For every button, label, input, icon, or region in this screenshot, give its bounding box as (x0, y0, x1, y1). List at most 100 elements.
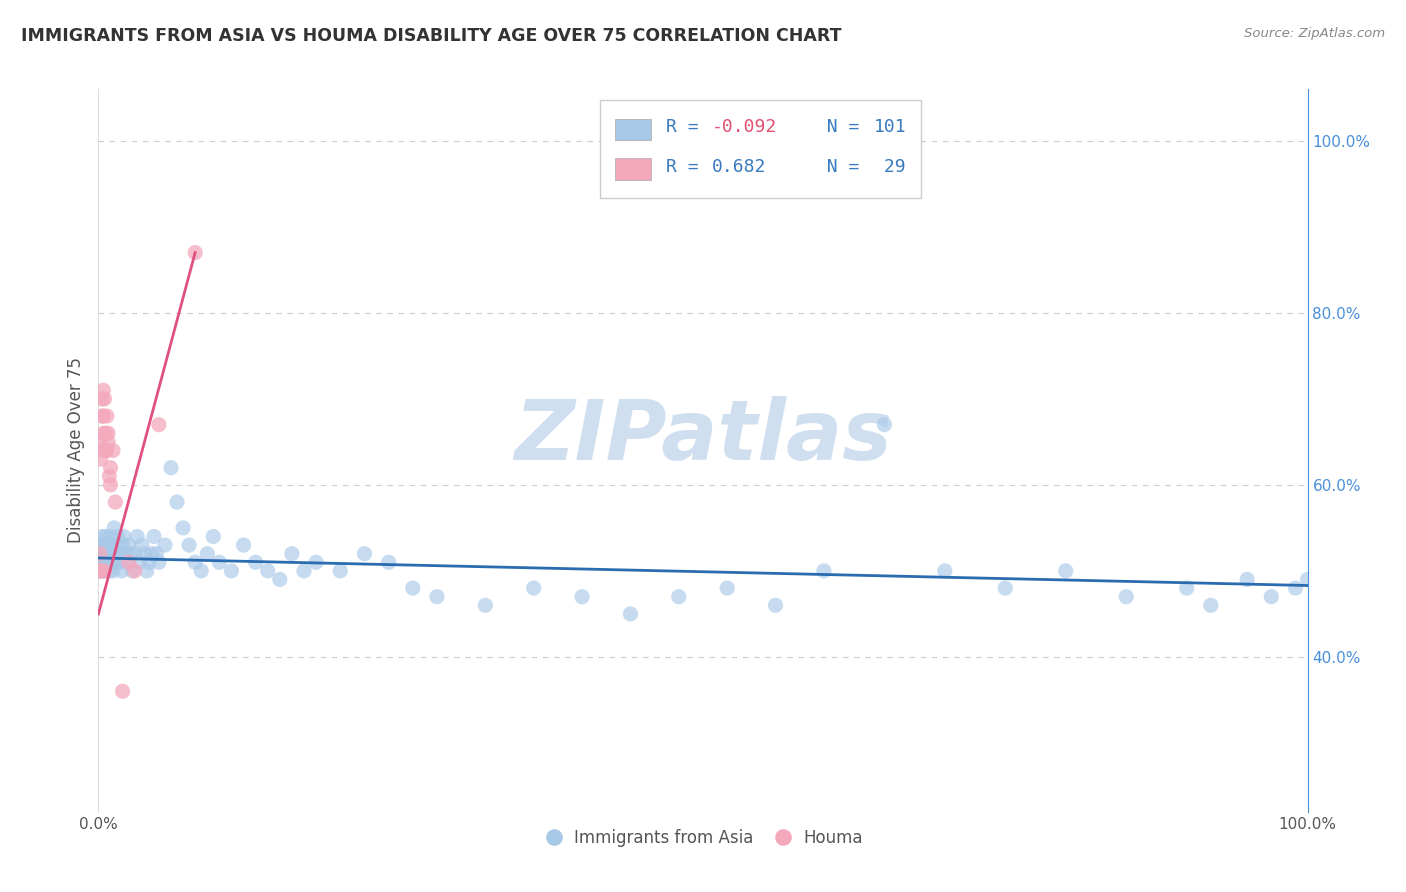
Point (281, 547, 304, 561)
Text: N =: N = (804, 119, 870, 136)
Text: -0.092: -0.092 (711, 119, 776, 136)
Point (94, 443, 117, 458)
Point (305, 555, 328, 569)
FancyBboxPatch shape (614, 119, 651, 141)
Point (97, 434, 120, 449)
Point (93, 555, 115, 569)
Point (108, 555, 131, 569)
Point (100, 547, 122, 561)
Point (89, 547, 111, 561)
Point (292, 564, 315, 578)
Legend: Immigrants from Asia, Houma: Immigrants from Asia, Houma (537, 822, 869, 854)
Point (90, 547, 112, 561)
Point (1260, 590, 1282, 604)
Point (195, 547, 218, 561)
Point (91, 426, 114, 441)
Point (131, 538, 153, 552)
Point (105, 555, 128, 569)
Point (93, 564, 115, 578)
Point (91, 564, 114, 578)
Point (96, 443, 118, 458)
Point (190, 564, 212, 578)
Point (90, 538, 112, 552)
Point (1284, 581, 1306, 595)
Point (1296, 573, 1319, 587)
Point (91, 538, 114, 552)
Point (96, 547, 118, 561)
Point (256, 564, 278, 578)
Point (96, 409, 118, 423)
Point (232, 538, 254, 552)
Point (202, 529, 225, 543)
Point (124, 547, 146, 561)
Point (94, 529, 117, 543)
Point (91, 409, 114, 423)
Point (94, 547, 117, 561)
Point (91, 443, 114, 458)
Point (100, 538, 122, 552)
Text: Source: ZipAtlas.com: Source: ZipAtlas.com (1244, 27, 1385, 40)
Point (619, 607, 641, 621)
Point (94, 426, 117, 441)
Point (1054, 564, 1077, 578)
Point (184, 555, 207, 569)
Point (221, 564, 243, 578)
Point (138, 555, 160, 569)
Point (873, 417, 896, 432)
Point (100, 555, 122, 569)
Point (128, 555, 150, 569)
Point (89, 564, 111, 578)
FancyBboxPatch shape (600, 100, 921, 198)
Text: N =: N = (804, 158, 870, 176)
Text: R =: R = (665, 119, 709, 136)
Point (377, 555, 399, 569)
Point (104, 547, 127, 561)
Point (117, 555, 139, 569)
Point (101, 564, 124, 578)
Point (100, 478, 122, 492)
Point (93, 564, 115, 578)
Point (994, 581, 1017, 595)
Point (104, 495, 127, 509)
Point (329, 564, 352, 578)
Point (134, 547, 156, 561)
Point (91, 547, 114, 561)
Point (93, 392, 115, 406)
Point (118, 555, 141, 569)
Point (91, 538, 114, 552)
Point (97, 426, 120, 441)
Point (94, 538, 117, 552)
Point (523, 581, 546, 595)
Point (97, 538, 120, 552)
Point (668, 590, 690, 604)
Point (91, 564, 114, 578)
Point (269, 573, 291, 587)
Point (90, 564, 112, 578)
Point (105, 538, 128, 552)
Point (91, 555, 114, 569)
Point (141, 547, 163, 561)
Point (98, 564, 121, 578)
Point (474, 599, 496, 613)
Point (148, 555, 170, 569)
Point (107, 529, 129, 543)
Text: 101: 101 (873, 119, 905, 136)
Point (90, 564, 112, 578)
Point (91, 384, 114, 398)
Point (121, 564, 143, 578)
Point (145, 547, 167, 561)
Point (111, 684, 134, 698)
Text: 0.682: 0.682 (711, 158, 766, 176)
Point (172, 521, 194, 535)
Point (765, 599, 787, 613)
Point (91, 555, 114, 569)
Point (97, 555, 120, 569)
Point (179, 538, 201, 552)
Text: 29: 29 (873, 158, 905, 176)
Point (89, 564, 111, 578)
Point (402, 581, 425, 595)
Point (89, 547, 111, 561)
Point (118, 547, 141, 561)
Point (148, 417, 170, 432)
Point (135, 564, 157, 578)
